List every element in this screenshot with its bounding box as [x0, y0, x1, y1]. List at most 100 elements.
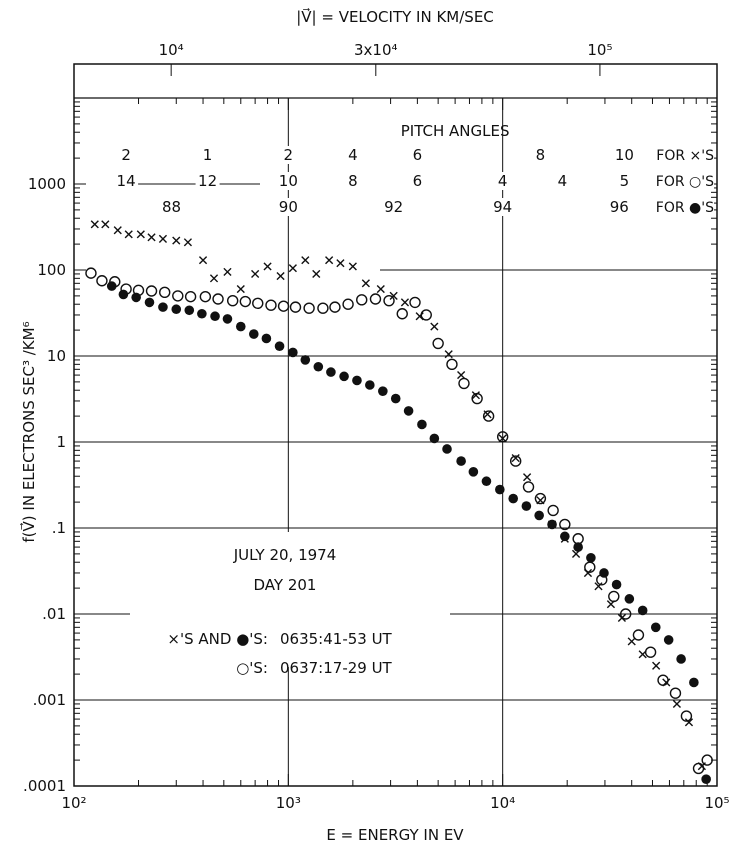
filled-circle-point: [235, 321, 246, 332]
open-circle-point: [172, 290, 184, 302]
x-marker-stroke: [124, 230, 133, 239]
filled-circle-point: [197, 308, 207, 319]
top-tick-label: 3x10⁴: [354, 41, 398, 59]
filled-circle-point: [663, 635, 674, 645]
x-marker-stroke: [627, 637, 636, 646]
open-circle-point: [277, 300, 290, 312]
x-marker-point: [90, 220, 99, 229]
open-circle-point: [369, 293, 382, 305]
x-tick-label: 10³: [276, 794, 301, 812]
pitch-angle-bg: [550, 172, 575, 190]
x-marker-point: [627, 637, 636, 646]
open-circle-point: [85, 267, 97, 279]
filled-circle-point: [586, 553, 596, 563]
y-axis-label: f(V⃗) IN ELECTRONS SEC³ /KM⁶: [19, 321, 38, 542]
filled-circle-point: [378, 386, 388, 396]
x-marker-stroke: [511, 453, 520, 463]
x-marker-stroke: [594, 582, 603, 591]
x-marker-stroke: [198, 256, 208, 265]
x-marker-stroke: [457, 370, 466, 380]
pitch-angle-value: 10: [615, 146, 634, 164]
pitch-row-label-bg: [652, 146, 714, 164]
pitch-angle-bg: [381, 198, 406, 216]
x-marker-stroke: [376, 284, 385, 294]
open-circle-point: [317, 302, 329, 314]
filled-circle-point: [468, 467, 479, 477]
x-marker-stroke: [288, 264, 297, 273]
x-marker-stroke: [223, 267, 232, 277]
pitch-angle-bg: [340, 146, 365, 164]
open-circle-point: [342, 298, 354, 310]
pitch-angles-heading: PITCH ANGLES: [401, 122, 510, 140]
filled-circle-point: [701, 774, 711, 784]
pitch-angle-value: 8: [536, 146, 546, 164]
top-tick-label: 10⁴: [159, 41, 184, 59]
pitch-angle-value: 4: [558, 172, 568, 190]
filled-circle-point: [624, 594, 635, 604]
grid-lines: [74, 98, 717, 786]
open-circle-point: [432, 337, 444, 350]
x-marker-point: [672, 699, 681, 709]
x-marker-point: [276, 271, 285, 281]
y-tick-label: .001: [33, 691, 66, 709]
pitch-angle-value: 6: [413, 172, 423, 190]
y-tick-label: .0001: [23, 777, 66, 795]
x-marker-stroke: [136, 230, 145, 239]
y-tick-label: 10: [47, 347, 66, 365]
filled-circle-point: [481, 476, 492, 487]
x-marker-point: [511, 453, 520, 463]
x-marker-point: [124, 230, 133, 239]
x-marker-stroke: [444, 350, 453, 359]
filled-circle-point: [417, 419, 427, 430]
open-circle-point: [482, 410, 495, 422]
pitch-angle-value: 4: [348, 146, 358, 164]
plot-frame: [73, 63, 718, 787]
pitch-angle-bg: [340, 172, 365, 190]
x-marker-stroke: [348, 262, 357, 271]
pitch-angle-bg: [114, 172, 139, 190]
open-circle-point: [409, 296, 421, 309]
pitch-angle-bg: [195, 146, 220, 164]
x-marker-stroke: [183, 238, 193, 247]
annotation-day: DAY 201: [254, 576, 317, 594]
pitch-angle-value: 90: [279, 198, 298, 216]
x-marker-point: [236, 284, 245, 294]
tick-labels: 10² 10³ 10⁴ 10⁵ .0001 .001 .01 .1 1 10 100 1000 10⁴ 3…: [23, 41, 730, 812]
axis-ticks: [73, 64, 717, 787]
x-tick-label: 10²: [61, 794, 86, 812]
filled-circle-point: [184, 305, 195, 316]
filled-circle-point: [210, 311, 220, 322]
x-marker-stroke: [263, 262, 272, 271]
series-x: [90, 220, 706, 771]
filled-circle-point: [599, 568, 609, 578]
pitch-angle-value: 2: [121, 146, 131, 164]
annotation-line1-time: 0635:41-53 UT: [280, 630, 393, 648]
filled-circle-point: [403, 406, 414, 416]
filled-circle-point: [288, 347, 298, 358]
filled-circle-point: [573, 542, 583, 552]
pitch-angle-value: 5: [620, 172, 630, 190]
x-marker-point: [172, 236, 181, 245]
filled-circle-point: [339, 371, 349, 382]
pitch-angle-bg: [276, 172, 301, 190]
filled-circle-point: [456, 456, 466, 466]
filled-circle-point: [248, 329, 259, 339]
pitch-angle-value: 6: [413, 146, 423, 164]
filled-circle-point: [429, 433, 440, 444]
open-circle-point: [239, 295, 252, 308]
x-marker-stroke: [312, 269, 321, 279]
annotation-background: [130, 532, 450, 667]
x-marker-point: [652, 661, 661, 670]
filled-circle-point: [261, 333, 272, 344]
x-tick-label: 10⁴: [490, 794, 515, 812]
open-circle-point: [644, 646, 657, 658]
x-marker-point: [376, 284, 385, 294]
x-marker-point: [101, 220, 110, 229]
open-circle-point: [356, 294, 368, 306]
pitch-row-label: FOR ●'S: [656, 200, 714, 216]
open-circle-point: [620, 608, 632, 620]
open-circle-point: [226, 294, 239, 307]
filled-circle-point: [637, 605, 648, 616]
filled-circle-point: [300, 355, 311, 365]
y-tick-label: 1: [56, 433, 66, 451]
